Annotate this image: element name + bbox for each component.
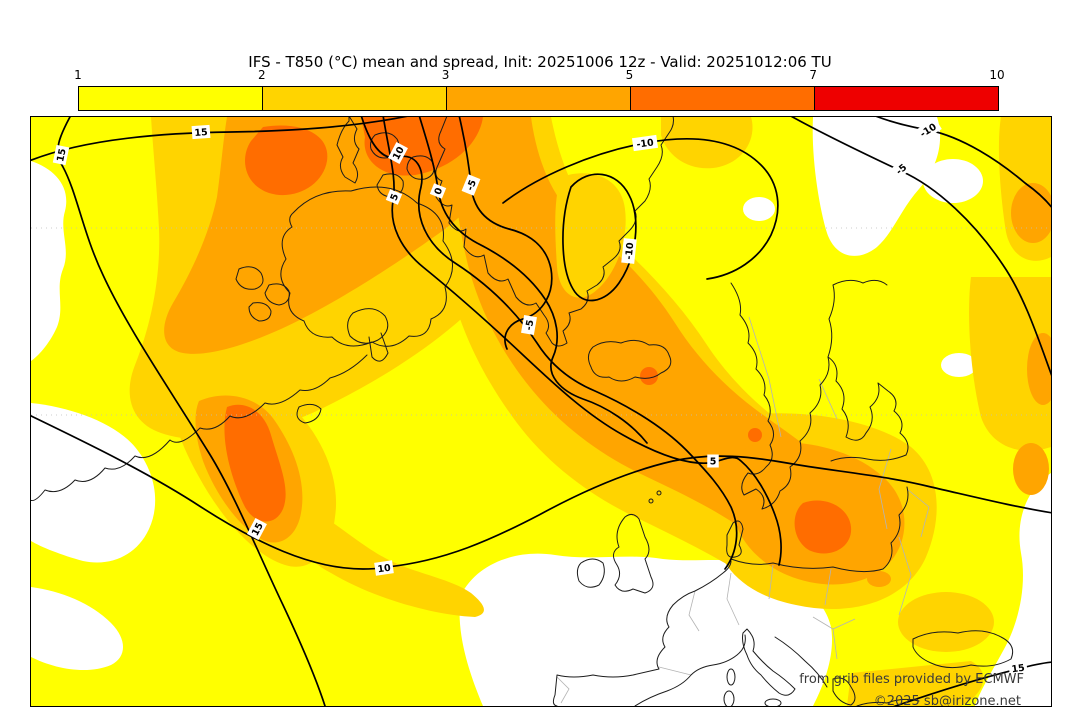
contour-label-15: 15 [1008, 660, 1028, 676]
colorbar-tick: 10 [989, 68, 1005, 82]
svg-text:5: 5 [389, 192, 402, 202]
colorbar-tick: 7 [809, 68, 818, 82]
spread-below-1-regions [31, 117, 1051, 706]
credit-copyright: ©2025 sb@irizone.net [874, 694, 1021, 706]
svg-text:15: 15 [1011, 663, 1026, 676]
svg-text:15: 15 [55, 148, 69, 163]
spread-colorbar [78, 86, 999, 111]
contour-label-15: 15 [191, 124, 211, 140]
contour-label-5: 5 [385, 189, 403, 205]
country-borders [556, 316, 930, 704]
colorbar-segment-2 [263, 87, 447, 110]
colorbar-tick: 3 [441, 68, 450, 82]
svg-text:15: 15 [250, 521, 266, 538]
svg-text:-10: -10 [624, 242, 637, 261]
colorbar-segment-4 [631, 87, 815, 110]
contour-label--10: -10 [621, 238, 637, 264]
spread-2-3-over-orange [555, 173, 626, 298]
contour-label-10: 10 [374, 560, 394, 576]
colorbar-segment-5 [815, 87, 998, 110]
colorbar-tick: 1 [74, 68, 82, 82]
colorbar-tick: 2 [257, 68, 266, 82]
colorbar-tick-labels: 1 2 3 5 7 10 [74, 68, 1004, 82]
map-frame: 15 15 10 5 0 -5 -10 -10 -5 -5 -10 5 15 10 15 from grib… [30, 116, 1052, 707]
svg-text:-5: -5 [465, 178, 479, 192]
colorbar-tick: 5 [625, 68, 634, 82]
contour-label-5: 5 [707, 454, 719, 468]
graticule-lines [31, 227, 1051, 416]
contour-label--10: -10 [631, 134, 659, 152]
svg-text:-10: -10 [636, 137, 655, 150]
contour-label-15: 15 [52, 144, 70, 166]
contour-label--5: -5 [889, 158, 913, 180]
colorbar-segment-1 [79, 87, 263, 110]
svg-text:0: 0 [433, 186, 446, 197]
svg-text:15: 15 [194, 127, 208, 139]
chart-title: IFS - T850 (°C) mean and spread, Init: 2… [248, 53, 832, 71]
t850-mean-contours [31, 117, 1051, 706]
contour-label-15: 15 [247, 518, 267, 540]
contour-label--5: -5 [461, 174, 481, 196]
coastlines [31, 117, 1014, 706]
svg-text:5: 5 [710, 457, 717, 468]
svg-text:10: 10 [377, 563, 392, 576]
contour-label-0: 0 [429, 183, 447, 199]
credit-provider: from grib files provided by ECMWF [799, 672, 1024, 687]
svg-text:-5: -5 [524, 319, 537, 331]
colorbar-segment-3 [447, 87, 631, 110]
contour-label--5: -5 [521, 315, 537, 335]
